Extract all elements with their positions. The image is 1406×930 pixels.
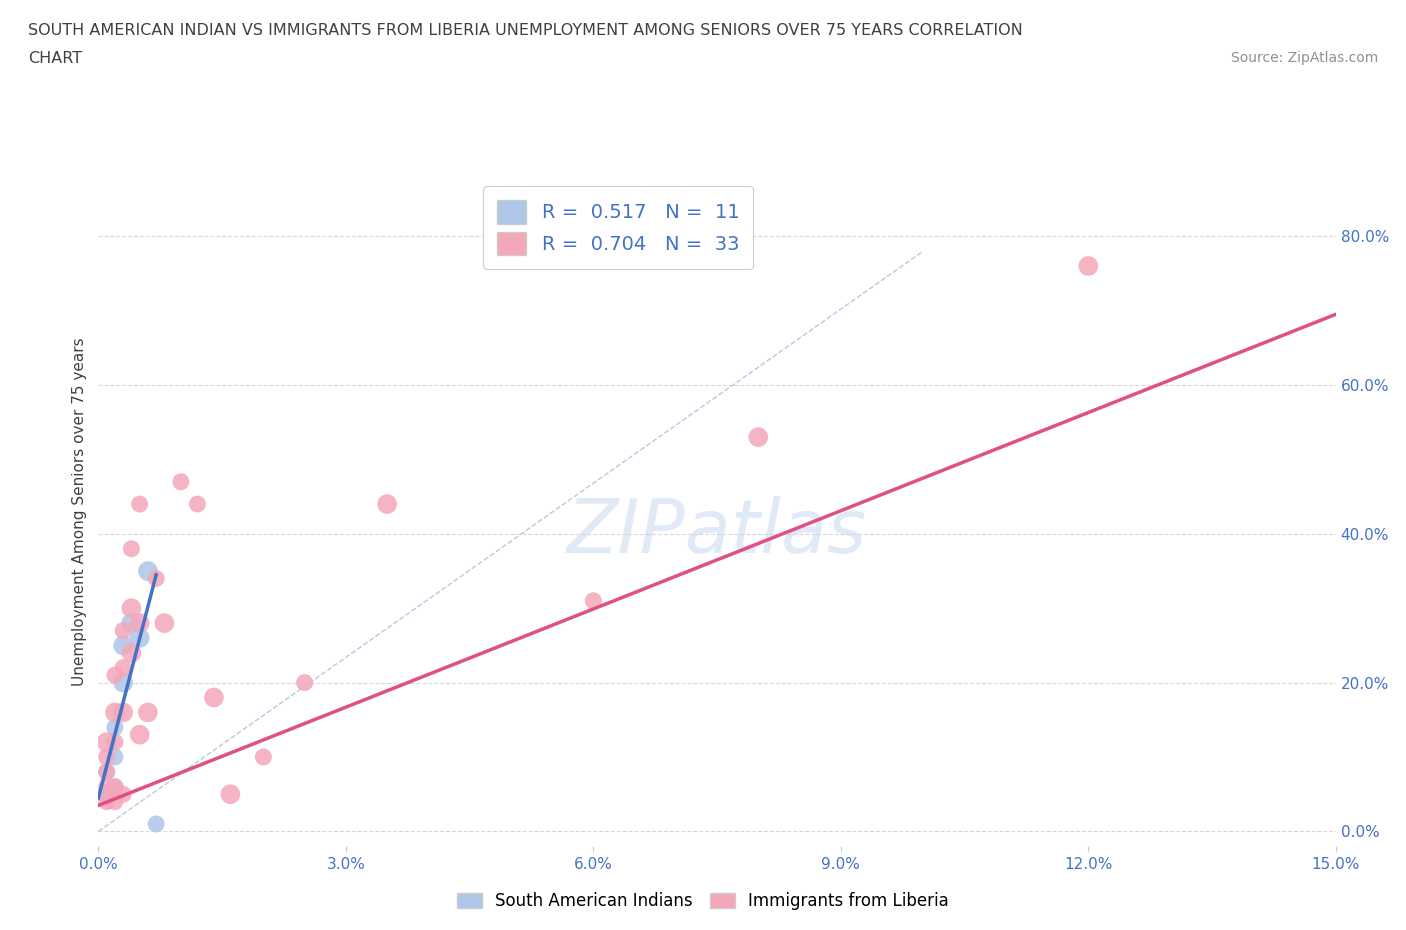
Point — [153, 616, 176, 631]
Point — [104, 779, 127, 794]
Point — [104, 735, 127, 750]
Point — [120, 645, 142, 660]
Point — [96, 750, 118, 764]
Text: SOUTH AMERICAN INDIAN VS IMMIGRANTS FROM LIBERIA UNEMPLOYMENT AMONG SENIORS OVER: SOUTH AMERICAN INDIAN VS IMMIGRANTS FROM… — [28, 23, 1024, 38]
Point — [747, 430, 769, 445]
Point — [136, 564, 159, 578]
Point — [104, 779, 127, 794]
Point — [112, 705, 135, 720]
Point — [120, 541, 142, 556]
Point — [294, 675, 316, 690]
Point — [96, 764, 118, 779]
Text: CHART: CHART — [28, 51, 82, 66]
Point — [202, 690, 225, 705]
Text: ZIPatlas: ZIPatlas — [567, 496, 868, 567]
Point — [104, 668, 127, 683]
Point — [96, 787, 118, 802]
Y-axis label: Unemployment Among Seniors over 75 years: Unemployment Among Seniors over 75 years — [72, 338, 87, 685]
Point — [128, 497, 150, 512]
Point — [136, 705, 159, 720]
Point — [128, 616, 150, 631]
Point — [104, 750, 127, 764]
Point — [112, 638, 135, 653]
Text: Source: ZipAtlas.com: Source: ZipAtlas.com — [1230, 51, 1378, 65]
Point — [96, 779, 118, 794]
Point — [112, 787, 135, 802]
Point — [252, 750, 274, 764]
Point — [104, 720, 127, 735]
Point — [128, 727, 150, 742]
Point — [104, 794, 127, 809]
Point — [120, 616, 142, 631]
Point — [145, 571, 167, 586]
Point — [104, 705, 127, 720]
Point — [112, 660, 135, 675]
Point — [96, 735, 118, 750]
Point — [96, 794, 118, 809]
Point — [128, 631, 150, 645]
Legend: R =  0.517   N =  11, R =  0.704   N =  33: R = 0.517 N = 11, R = 0.704 N = 33 — [484, 186, 754, 269]
Point — [1077, 259, 1099, 273]
Point — [219, 787, 242, 802]
Point — [186, 497, 208, 512]
Point — [96, 764, 118, 779]
Point — [375, 497, 398, 512]
Point — [112, 623, 135, 638]
Point — [120, 601, 142, 616]
Legend: South American Indians, Immigrants from Liberia: South American Indians, Immigrants from … — [450, 885, 956, 917]
Point — [112, 675, 135, 690]
Point — [582, 593, 605, 608]
Point — [170, 474, 193, 489]
Point — [145, 817, 167, 831]
